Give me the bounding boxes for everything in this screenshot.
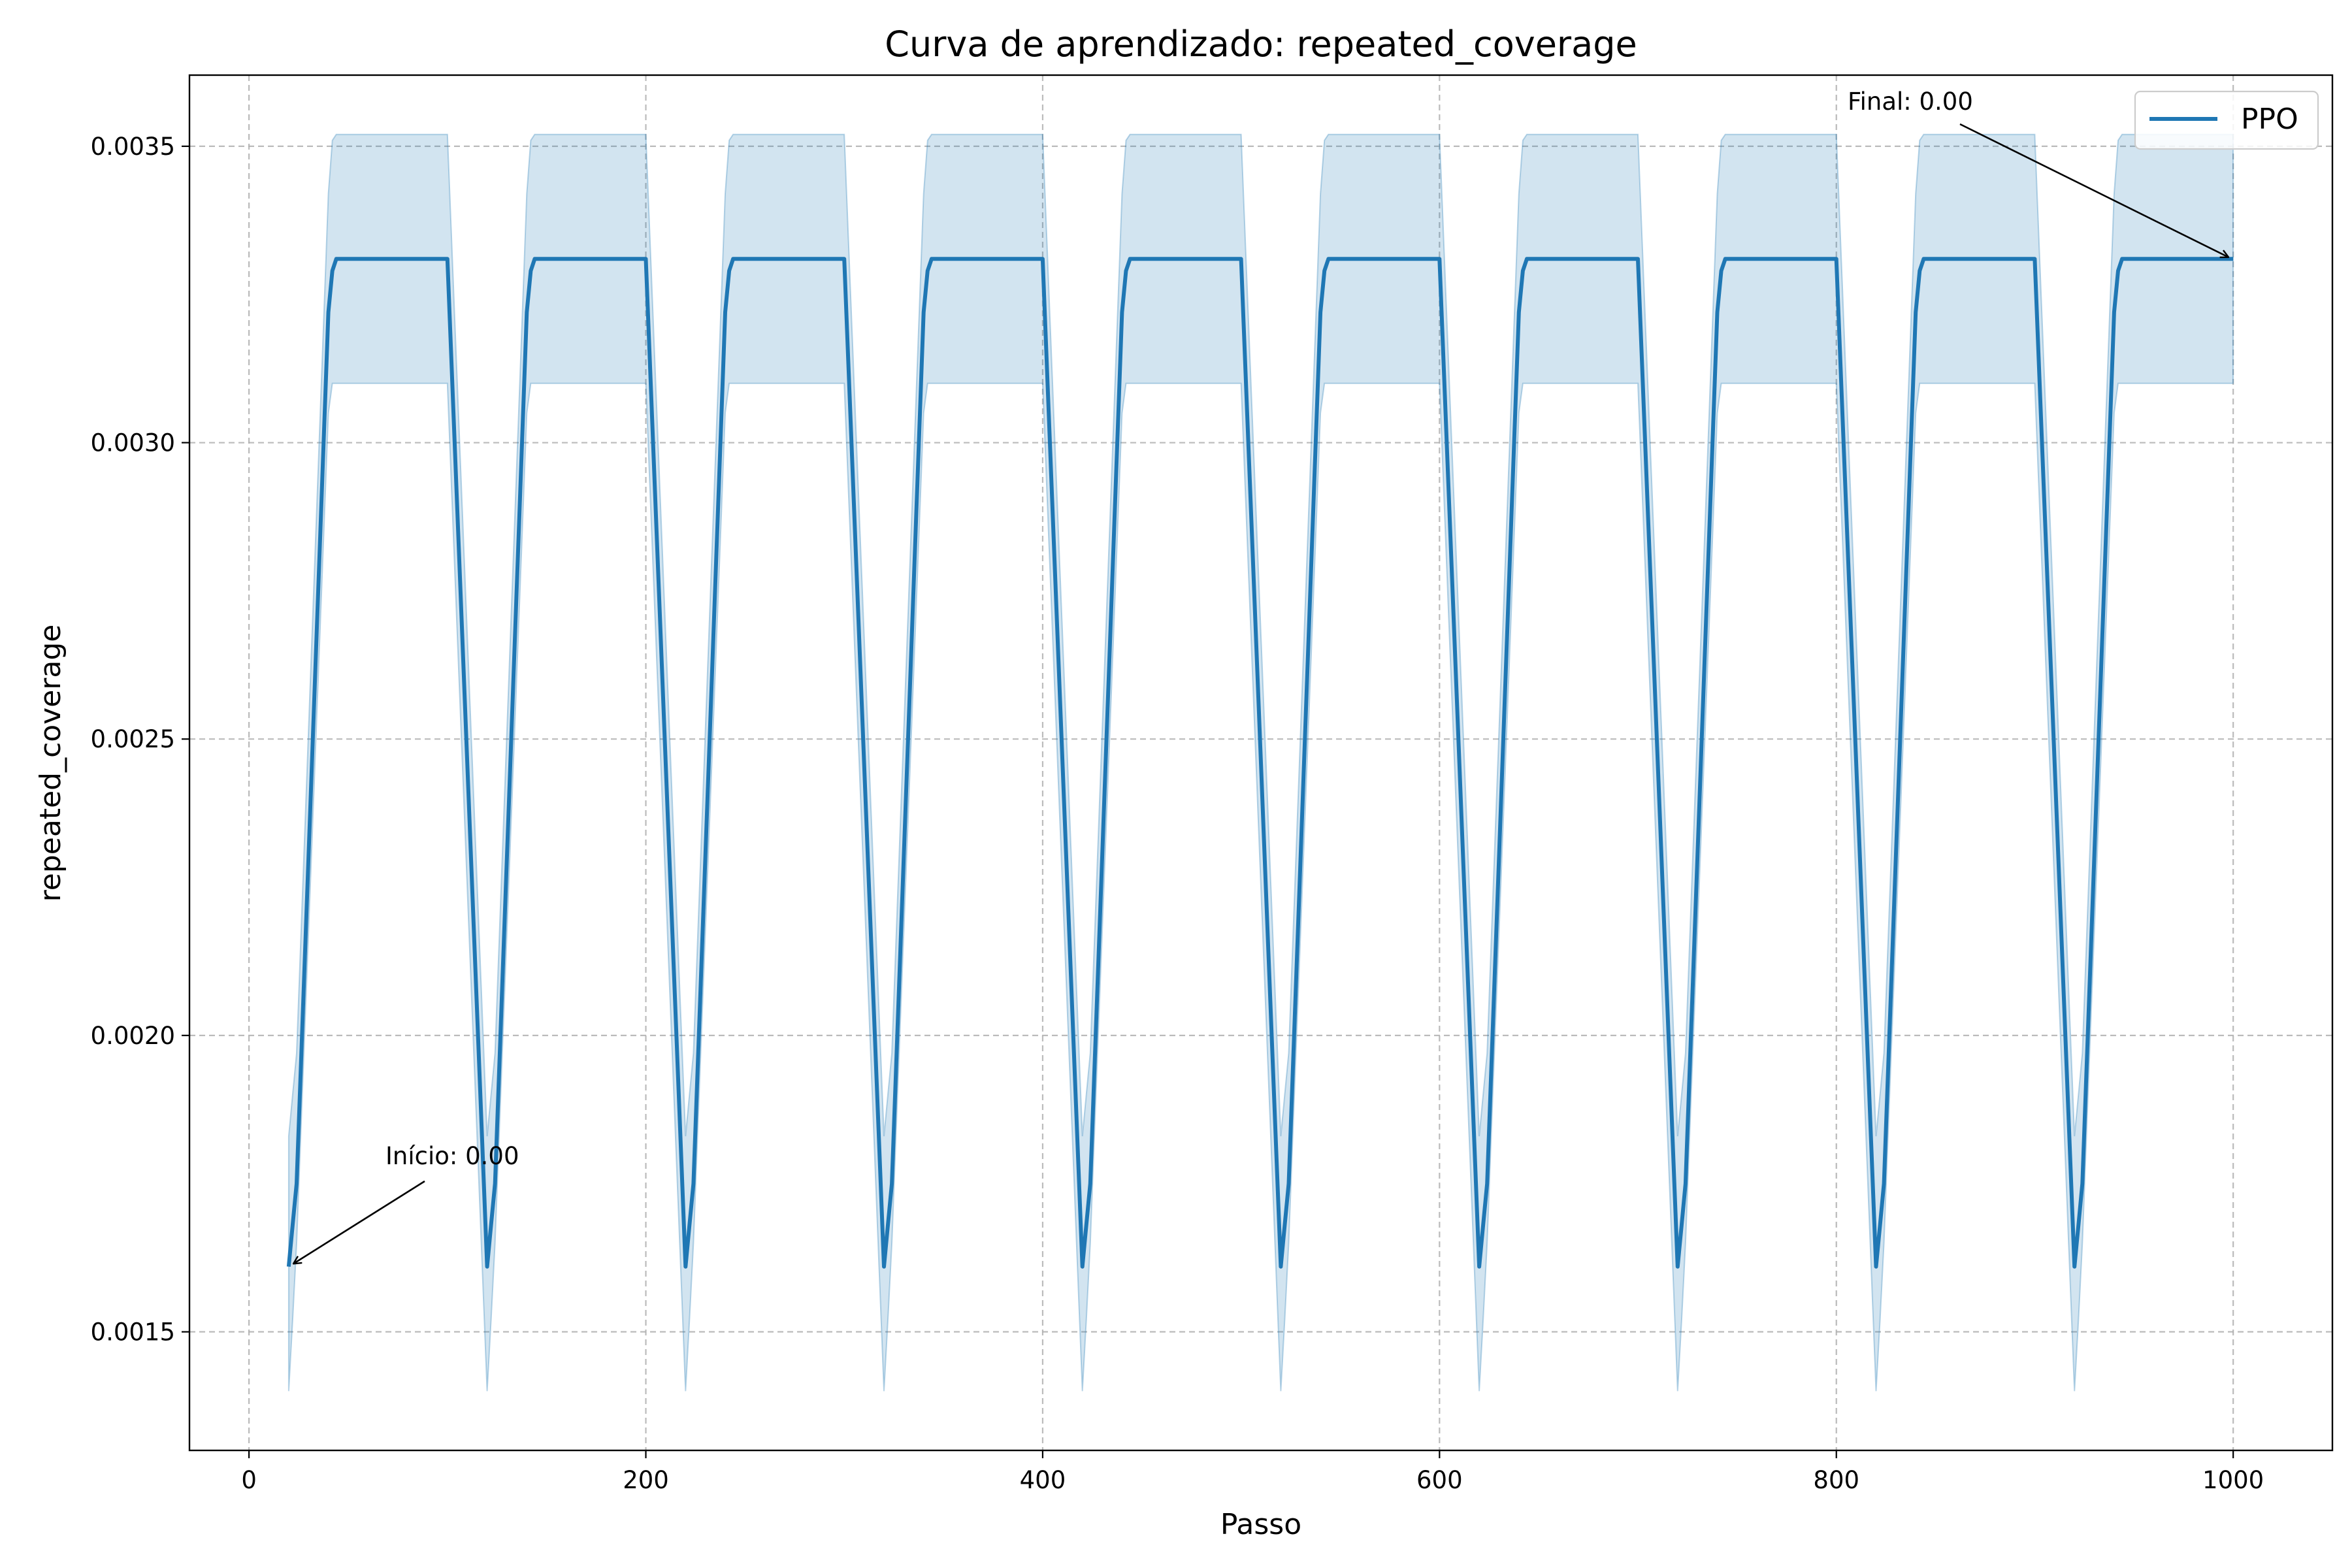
legend-label-ppo: PPO — [2241, 103, 2298, 136]
x-axis-label: Passo — [1220, 1508, 1301, 1541]
x-axis-ticks: 0 200 400 600 800 1000 — [241, 1450, 2264, 1494]
y-axis-ticks: 0.0015 0.0020 0.0025 0.0030 0.0035 — [91, 133, 189, 1347]
final-annotation-arrow — [1959, 123, 2228, 257]
x-tick-label: 200 — [623, 1466, 669, 1494]
y-tick-label: 0.0030 — [91, 429, 175, 457]
x-tick-label: 800 — [1813, 1466, 1859, 1494]
x-tick-label: 1000 — [2202, 1466, 2264, 1494]
plot-area-frame — [188, 74, 2334, 1452]
y-tick-label: 0.0020 — [91, 1022, 175, 1050]
start-annotation-label: Início: 0.00 — [385, 1142, 519, 1170]
final-annotation-label: Final: 0.00 — [1848, 88, 1973, 116]
y-tick-label: 0.0035 — [91, 133, 175, 161]
start-annotation-arrow — [294, 1180, 425, 1264]
series-line-ppo — [286, 257, 2234, 1269]
legend-box — [2134, 90, 2319, 150]
x-tick-label: 400 — [1020, 1466, 1066, 1494]
chart-title: Curva de aprendizado: repeated_coverage — [885, 24, 1637, 65]
legend: PPO — [2134, 90, 2319, 150]
x-tick-label: 600 — [1416, 1466, 1463, 1494]
series-line-layer — [286, 257, 2234, 1269]
y-tick-label: 0.0025 — [91, 725, 175, 753]
annotations: Início: 0.00 Final: 0.00 — [294, 88, 2228, 1264]
x-tick-label: 0 — [241, 1466, 257, 1494]
y-axis-label: repeated_coverage — [34, 625, 67, 902]
y-tick-label: 0.0015 — [91, 1318, 175, 1347]
